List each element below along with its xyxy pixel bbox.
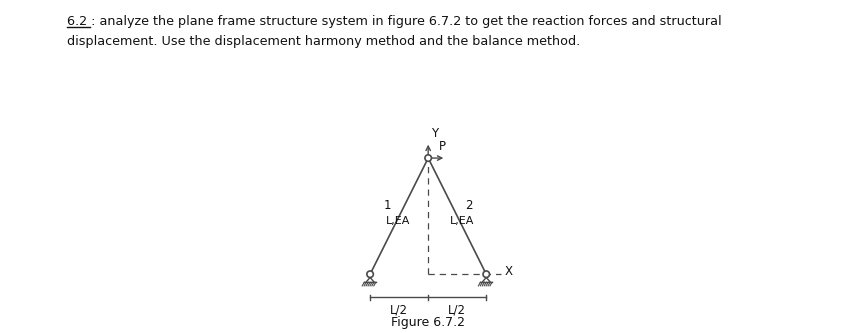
Text: P: P [439, 141, 446, 154]
Circle shape [425, 155, 431, 161]
Text: 6.2 : analyze the plane frame structure system in figure 6.7.2 to get the reacti: 6.2 : analyze the plane frame structure … [67, 15, 721, 28]
Text: 2: 2 [465, 199, 473, 212]
Text: Y: Y [431, 127, 438, 140]
Text: Figure 6.7.2: Figure 6.7.2 [391, 316, 465, 329]
Circle shape [367, 271, 373, 277]
Text: L,EA: L,EA [449, 216, 474, 226]
Text: displacement. Use the displacement harmony method and the balance method.: displacement. Use the displacement harmo… [67, 35, 580, 48]
Text: L/2: L/2 [391, 303, 408, 316]
Text: L,EA: L,EA [386, 216, 410, 226]
Text: 1: 1 [384, 199, 391, 212]
Circle shape [483, 271, 490, 277]
Text: L/2: L/2 [448, 303, 467, 316]
Text: X: X [505, 265, 512, 278]
